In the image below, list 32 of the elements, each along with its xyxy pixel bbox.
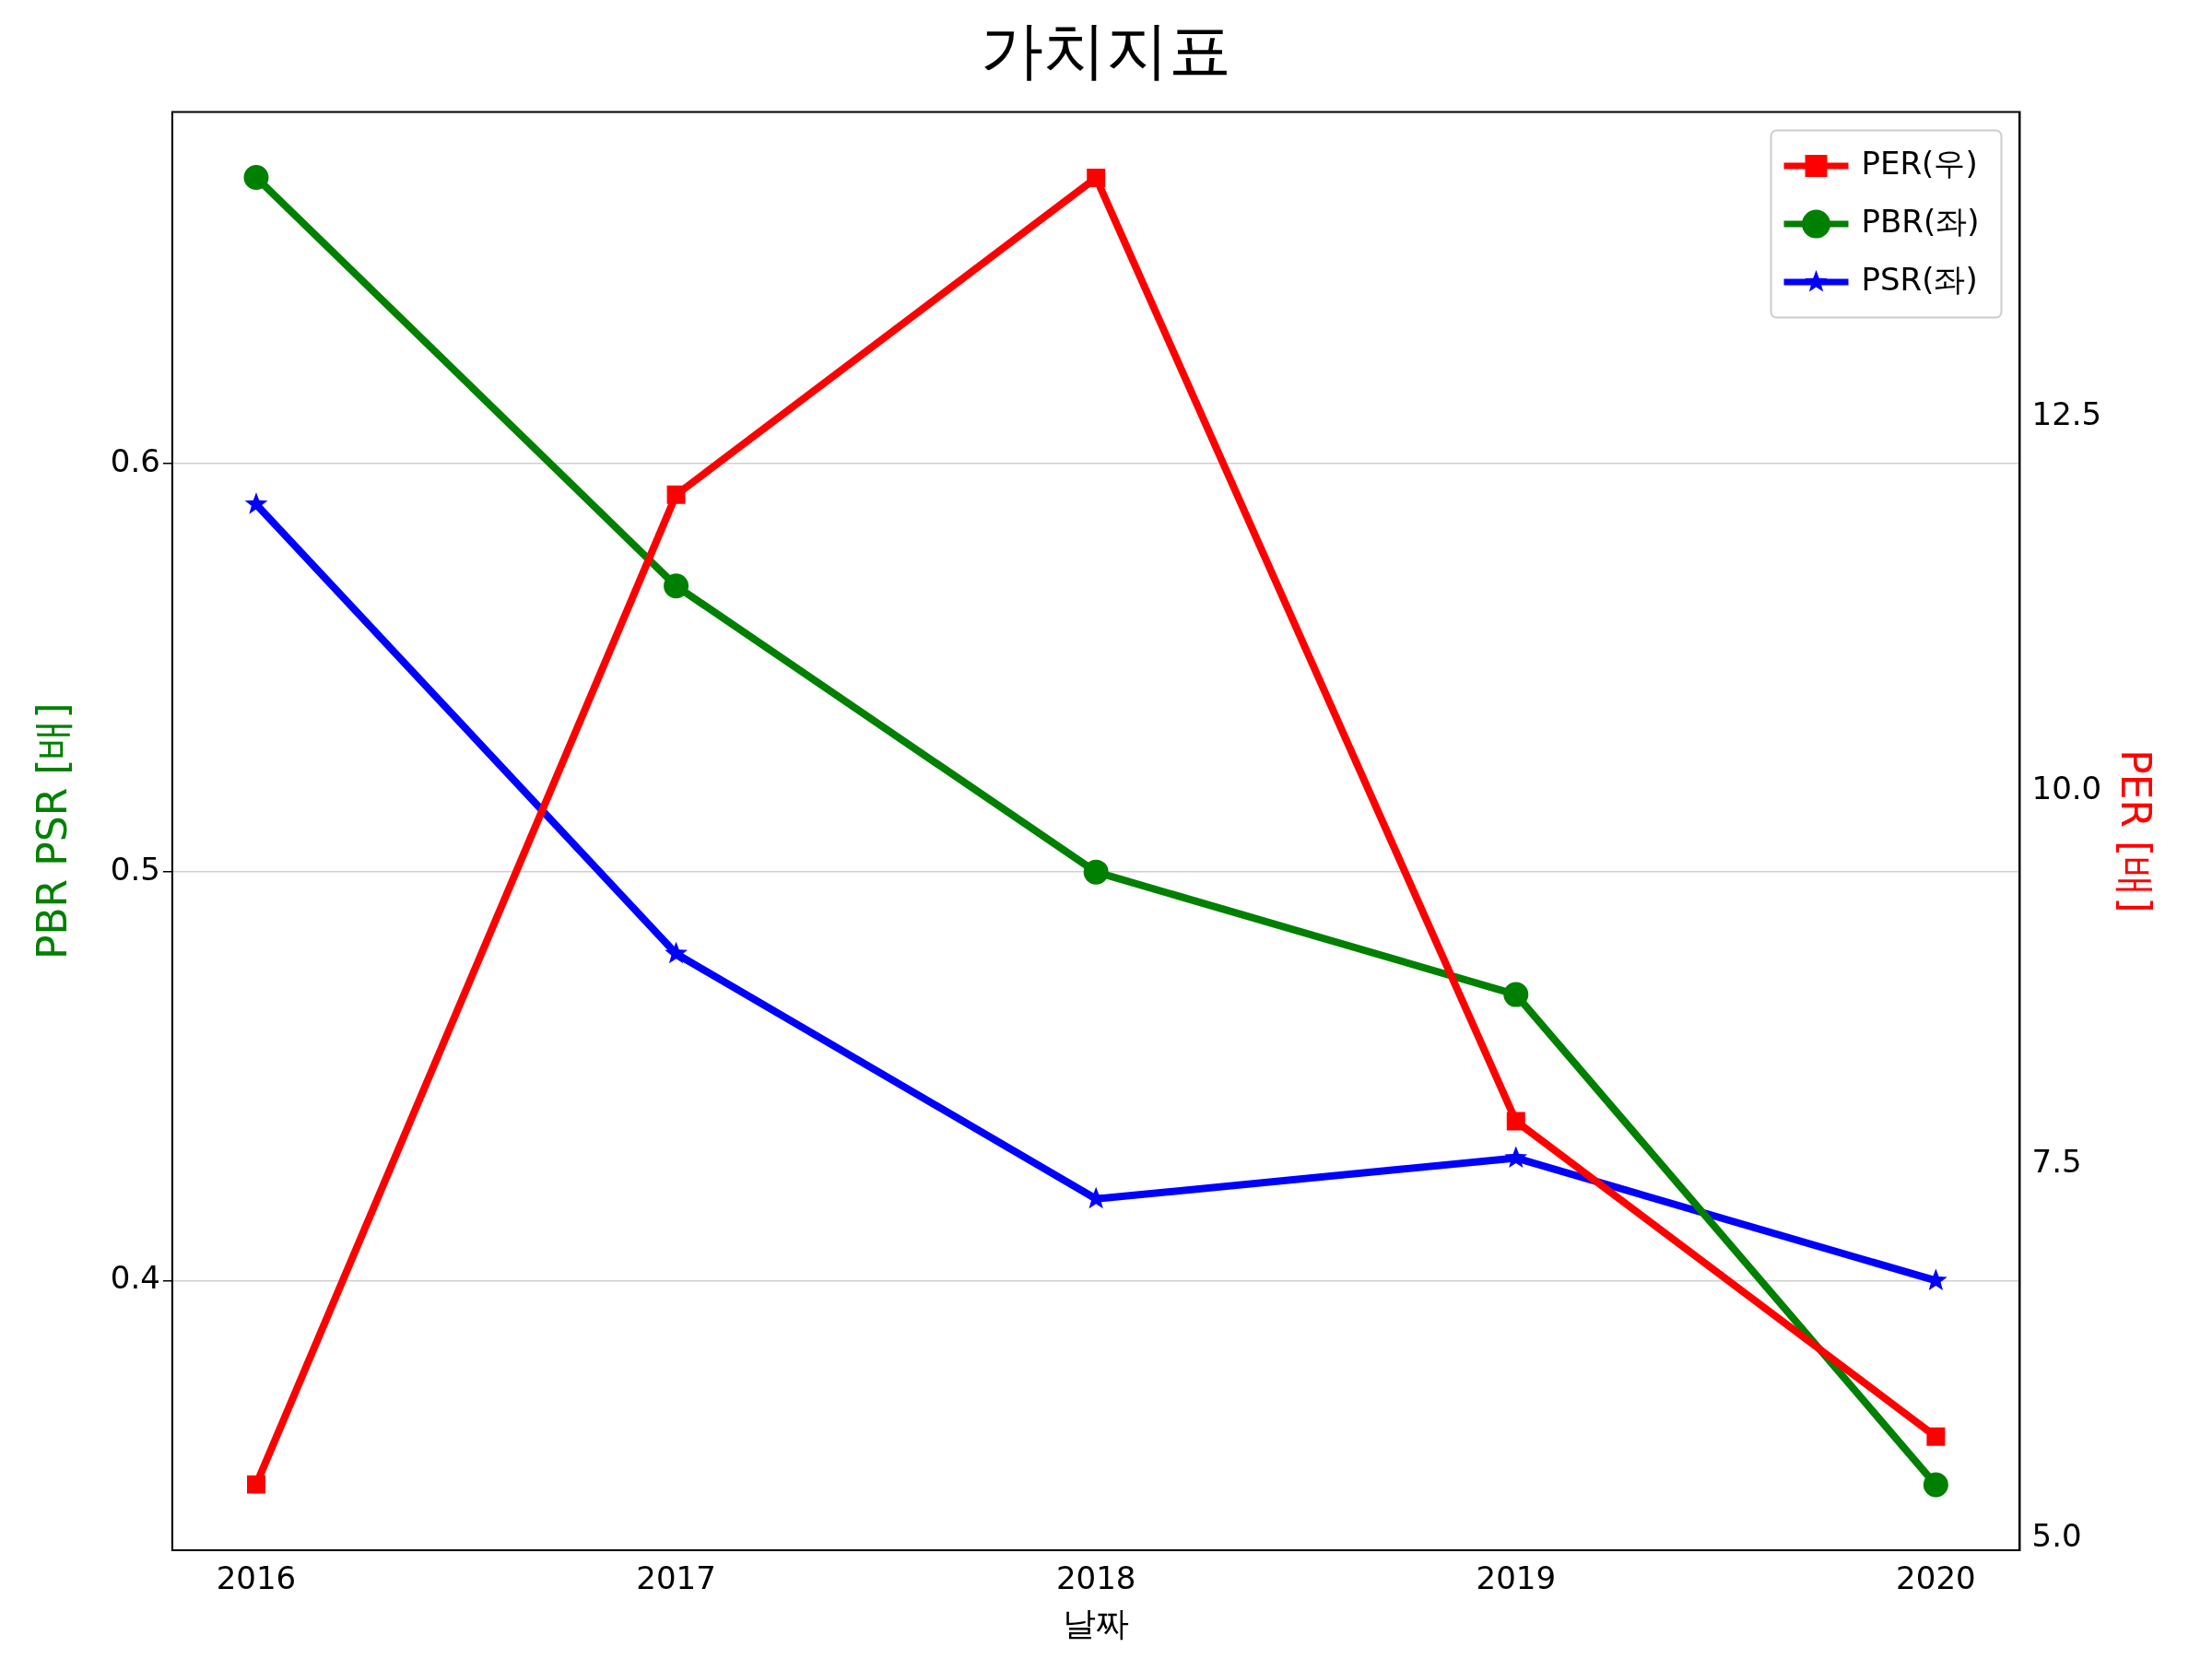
x-tick-label: 2016 — [216, 1559, 297, 1597]
x-tick-label: 2017 — [636, 1559, 716, 1597]
y-tick-label: 0.5 — [110, 850, 160, 888]
point — [1504, 1146, 1528, 1168]
y-tick-label: 0.4 — [110, 1259, 160, 1297]
point — [665, 941, 688, 964]
point — [243, 165, 269, 191]
point — [244, 492, 268, 514]
x-tick-label: 2018 — [1055, 1559, 1136, 1597]
point — [247, 1475, 265, 1494]
x-tick-label: 2019 — [1476, 1559, 1557, 1597]
x-tick-label: 2020 — [1896, 1559, 1976, 1597]
y2-tick-label: 12.5 — [2031, 395, 2102, 433]
point — [1506, 1112, 1525, 1131]
point — [1926, 1427, 1946, 1446]
y-axis-title: PBR PSR [배] — [28, 702, 76, 960]
legend-label: PER(우) — [1861, 144, 1978, 182]
x-axis-title: 날짜 — [1063, 1604, 1130, 1642]
point — [664, 573, 689, 599]
point — [1083, 859, 1109, 885]
point — [666, 485, 686, 504]
y-tick-label: 0.6 — [110, 441, 160, 479]
point — [1087, 168, 1106, 187]
legend-label: PSR(좌) — [1861, 260, 1978, 298]
chart-title: 가치지표 — [981, 14, 1231, 88]
y2-axis-title: PER [배] — [2112, 749, 2160, 913]
y2-tick-label: 5.0 — [2031, 1516, 2082, 1554]
y2-tick-label: 10.0 — [2031, 769, 2102, 806]
point — [1923, 1472, 1948, 1498]
y2-tick-label: 7.5 — [2031, 1143, 2082, 1181]
legend-label: PBR(좌) — [1861, 202, 1980, 240]
point — [1503, 982, 1529, 1007]
